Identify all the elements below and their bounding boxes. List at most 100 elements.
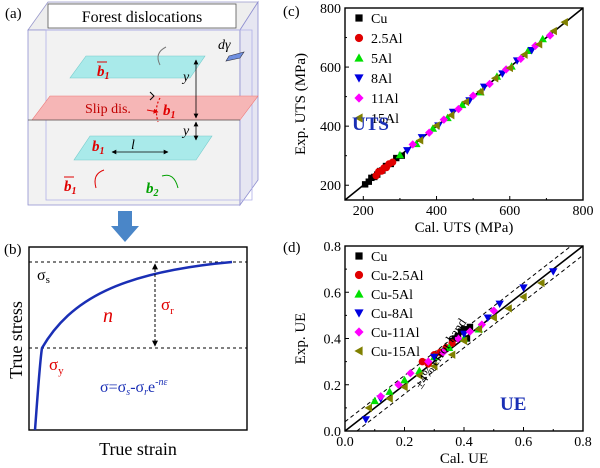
data-point xyxy=(489,313,497,322)
data-point xyxy=(461,97,470,107)
sigma-r-label: σr xyxy=(161,295,174,317)
slip-arrow xyxy=(146,108,159,114)
b1-bottom-label: b1 xyxy=(64,179,77,197)
data-point xyxy=(415,371,423,380)
panel-b: (b) σs σy σr n σ=σs-σre-nε True strain T… xyxy=(4,242,248,459)
shear-element xyxy=(225,51,245,62)
data-point xyxy=(400,375,409,384)
x-tick-label: 800 xyxy=(573,204,594,219)
data-point xyxy=(394,380,403,389)
data-point xyxy=(459,336,468,346)
sigma-s-label: σs xyxy=(37,267,50,286)
down-arrow xyxy=(111,211,139,242)
data-point xyxy=(483,314,492,322)
legend-marker xyxy=(354,327,364,337)
y-upper-label: y xyxy=(181,70,190,85)
x-tick-label: 0.8 xyxy=(574,435,592,450)
plot-b-ylabel: True stress xyxy=(6,301,26,379)
y-tick-label: 0.0 xyxy=(324,425,342,440)
legend-label: Cu-15Al xyxy=(371,345,420,360)
panel-d: (d) 0.0 0.2 0.4 0.6 0.8 0.0 0.2 0.4 0.6 0.8 Cal. U… xyxy=(283,240,592,467)
data-point xyxy=(432,121,440,130)
legend-marker xyxy=(354,74,364,83)
x-tick-label: 0.2 xyxy=(396,435,414,450)
legend-marker xyxy=(354,113,363,123)
data-point xyxy=(439,115,449,124)
legend-label: Cu xyxy=(371,250,387,265)
data-point xyxy=(454,104,463,114)
x-axis-label: Cal. UE xyxy=(440,451,488,467)
data-point xyxy=(365,178,372,185)
flow-curve xyxy=(33,260,233,431)
data-point xyxy=(560,17,568,27)
panel-b-tag: (b) xyxy=(4,242,22,258)
data-point xyxy=(479,83,489,92)
legend-label: 11Al xyxy=(371,92,399,107)
panel-a-tag: (a) xyxy=(5,6,22,22)
data-point xyxy=(385,387,394,395)
data-point xyxy=(444,343,454,351)
legend-label: Cu-2.5Al xyxy=(371,269,424,284)
slip-label: Slip dis. xyxy=(85,102,131,117)
data-point xyxy=(430,362,438,371)
legend-marker xyxy=(354,93,364,103)
box-title: Forest dislocations xyxy=(82,9,202,26)
y-axis-label: Exp. UTS (MPa) xyxy=(293,53,309,155)
b1-upper-label: b1 xyxy=(97,64,110,82)
forest-line-red xyxy=(94,169,105,189)
data-point xyxy=(415,136,424,145)
y-tick-label: 800 xyxy=(320,2,341,17)
data-point xyxy=(453,334,463,343)
glide-arrow xyxy=(149,91,155,101)
legend-marker xyxy=(354,33,364,43)
data-point xyxy=(457,100,467,109)
data-point xyxy=(505,63,513,73)
data-point xyxy=(534,40,543,49)
panel-c-tag: (c) xyxy=(283,4,300,20)
b1-lower-label: b1 xyxy=(92,139,105,157)
legend-label: 5Al xyxy=(371,52,392,67)
x-tick-label: 400 xyxy=(426,204,447,219)
legend-label: Cu-11Al xyxy=(371,326,420,341)
legend-marker xyxy=(354,309,364,318)
data-point xyxy=(474,325,483,334)
data-point xyxy=(388,158,397,166)
data-point xyxy=(418,357,427,366)
legend-marker xyxy=(354,289,364,298)
data-point xyxy=(476,87,484,96)
x-tick-label: 600 xyxy=(499,204,520,219)
plot-b-xlabel: True strain xyxy=(99,439,177,459)
data-point xyxy=(370,396,379,405)
legend-marker xyxy=(354,53,364,62)
data-point xyxy=(400,382,408,392)
x-tick-label: 0.4 xyxy=(455,435,473,450)
data-point xyxy=(408,140,417,149)
data-point xyxy=(403,147,412,155)
data-point xyxy=(361,181,369,188)
sheared-outline xyxy=(45,29,253,201)
forest-line-upper xyxy=(157,46,167,66)
data-point xyxy=(519,284,528,292)
legend-label: 2.5Al xyxy=(371,32,403,47)
data-point xyxy=(489,306,498,315)
panel-c: (c) 200 400 600 800 200 400 600 800 Cal. UTS (MP… xyxy=(283,2,594,236)
data-point xyxy=(361,416,371,424)
data-point xyxy=(395,150,405,159)
data-point xyxy=(549,26,557,36)
data-point xyxy=(428,124,438,132)
data-point xyxy=(438,348,448,357)
data-point xyxy=(447,350,456,359)
x-tick-label: 0.0 xyxy=(336,435,354,450)
sigma-y-label: σy xyxy=(49,355,64,377)
forest-plane-lower xyxy=(73,135,213,161)
data-point xyxy=(504,304,512,313)
y-tick-label: 0.8 xyxy=(324,240,342,255)
data-point xyxy=(364,403,372,413)
data-point xyxy=(466,323,474,331)
y-tick-label: 200 xyxy=(320,179,341,194)
n-label: n xyxy=(103,305,113,327)
data-point xyxy=(424,357,433,366)
data-point xyxy=(545,31,555,40)
uts-inset-label: UTS xyxy=(352,114,389,135)
forest-line-green xyxy=(161,174,179,189)
